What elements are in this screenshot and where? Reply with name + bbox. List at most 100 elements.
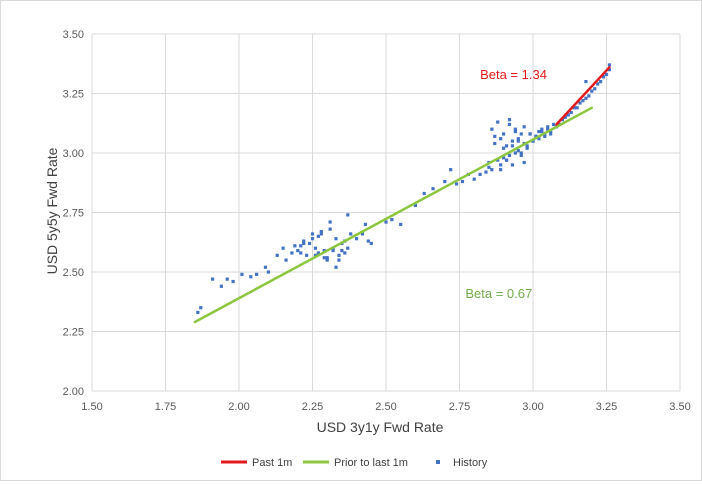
history-point (516, 139, 520, 143)
history-point (443, 179, 447, 184)
history-point (472, 177, 476, 181)
history-point (390, 218, 394, 222)
history-point (487, 165, 491, 169)
history-point (319, 229, 323, 234)
history-point (569, 110, 573, 115)
legend-label-prior: Prior to last 1m (334, 457, 408, 469)
history-point (316, 251, 320, 255)
history-point (507, 122, 512, 127)
history-point (519, 153, 523, 157)
x-tick-label: 2.50 (375, 401, 396, 413)
history-point (290, 251, 294, 255)
beta-annotation: Beta = 0.67 (465, 286, 532, 301)
history-point (499, 137, 503, 141)
history-point (454, 182, 459, 186)
history-point (549, 132, 553, 136)
history-point (346, 213, 350, 217)
history-point (334, 265, 338, 269)
history-point (499, 168, 503, 172)
x-tick-label: 3.50 (669, 401, 690, 413)
history-point (516, 137, 520, 141)
history-point (537, 129, 541, 134)
history-point (584, 80, 588, 84)
past-1m-line (555, 66, 611, 126)
x-tick-label: 1.75 (155, 401, 176, 413)
history-point (551, 122, 556, 127)
beta-annotation: Beta = 1.34 (480, 67, 547, 82)
x-tick-label: 3.25 (596, 401, 617, 413)
history-point (513, 127, 517, 131)
history-point (449, 168, 453, 172)
history-point (534, 134, 538, 138)
history-point (413, 203, 417, 207)
history-point (604, 72, 609, 77)
history-point (537, 137, 541, 141)
history-point (210, 277, 215, 281)
history-point (531, 139, 535, 143)
y-tick-label: 3.25 (63, 89, 84, 101)
history-point (607, 63, 612, 67)
regression-lines (193, 66, 611, 324)
history-point (275, 253, 279, 257)
history-point (496, 120, 500, 124)
history-point (516, 149, 520, 153)
history-point (281, 246, 285, 250)
history-point (519, 151, 523, 155)
x-axis-title: USD 3y1y Fwd Rate (317, 419, 444, 435)
y-tick-label: 2.75 (63, 208, 84, 220)
history-point (310, 232, 315, 236)
history-point (263, 265, 268, 269)
history-point (493, 134, 497, 138)
history-point (313, 253, 318, 257)
history-point (369, 241, 373, 246)
history-point (199, 306, 203, 310)
history-point (284, 258, 288, 262)
history-point (316, 234, 320, 238)
x-tick-label: 2.75 (449, 401, 470, 413)
history-point (266, 270, 270, 274)
y-axis-ticks: 2.00 2.25 2.50 2.75 3.00 3.25 3.50 (63, 29, 84, 398)
y-tick-label: 3.00 (63, 148, 84, 160)
history-point (422, 191, 426, 196)
history-point (581, 99, 585, 103)
history-point (584, 96, 588, 100)
history-point (504, 144, 509, 148)
history-point (219, 284, 223, 288)
history-point (343, 251, 347, 255)
history-point (510, 163, 515, 167)
y-tick-label: 2.00 (63, 386, 84, 398)
y-tick-label: 3.50 (63, 29, 84, 41)
history-point (302, 239, 306, 243)
history-point (525, 144, 529, 148)
history-point (305, 253, 309, 257)
history-point (496, 158, 500, 162)
history-point (587, 94, 591, 98)
x-tick-label: 3.00 (522, 401, 543, 413)
history-point (355, 237, 359, 241)
history-point (363, 222, 368, 226)
y-tick-label: 2.25 (63, 327, 84, 339)
x-axis-ticks: 1.50 1.75 2.00 2.25 2.50 2.75 3.00 3.25 3.50 (81, 401, 690, 413)
history-point (507, 118, 512, 122)
gridlines (91, 33, 681, 392)
x-tick-label: 2.25 (302, 401, 323, 413)
y-tick-label: 2.50 (63, 267, 84, 279)
x-tick-label: 2.00 (228, 401, 249, 413)
history-point (310, 237, 315, 241)
history-point (337, 253, 341, 257)
history-point (599, 80, 603, 84)
history-point (546, 127, 550, 131)
history-point (299, 244, 303, 248)
history-point (578, 101, 582, 105)
history-point (543, 134, 547, 138)
history-point (325, 256, 329, 260)
history-point (331, 248, 335, 253)
legend-swatch-history (436, 460, 440, 464)
history-point (519, 132, 523, 136)
history-point (510, 139, 515, 143)
history-point (607, 68, 612, 72)
history-point (525, 146, 529, 150)
history-point (493, 141, 497, 146)
history-point (340, 248, 344, 253)
